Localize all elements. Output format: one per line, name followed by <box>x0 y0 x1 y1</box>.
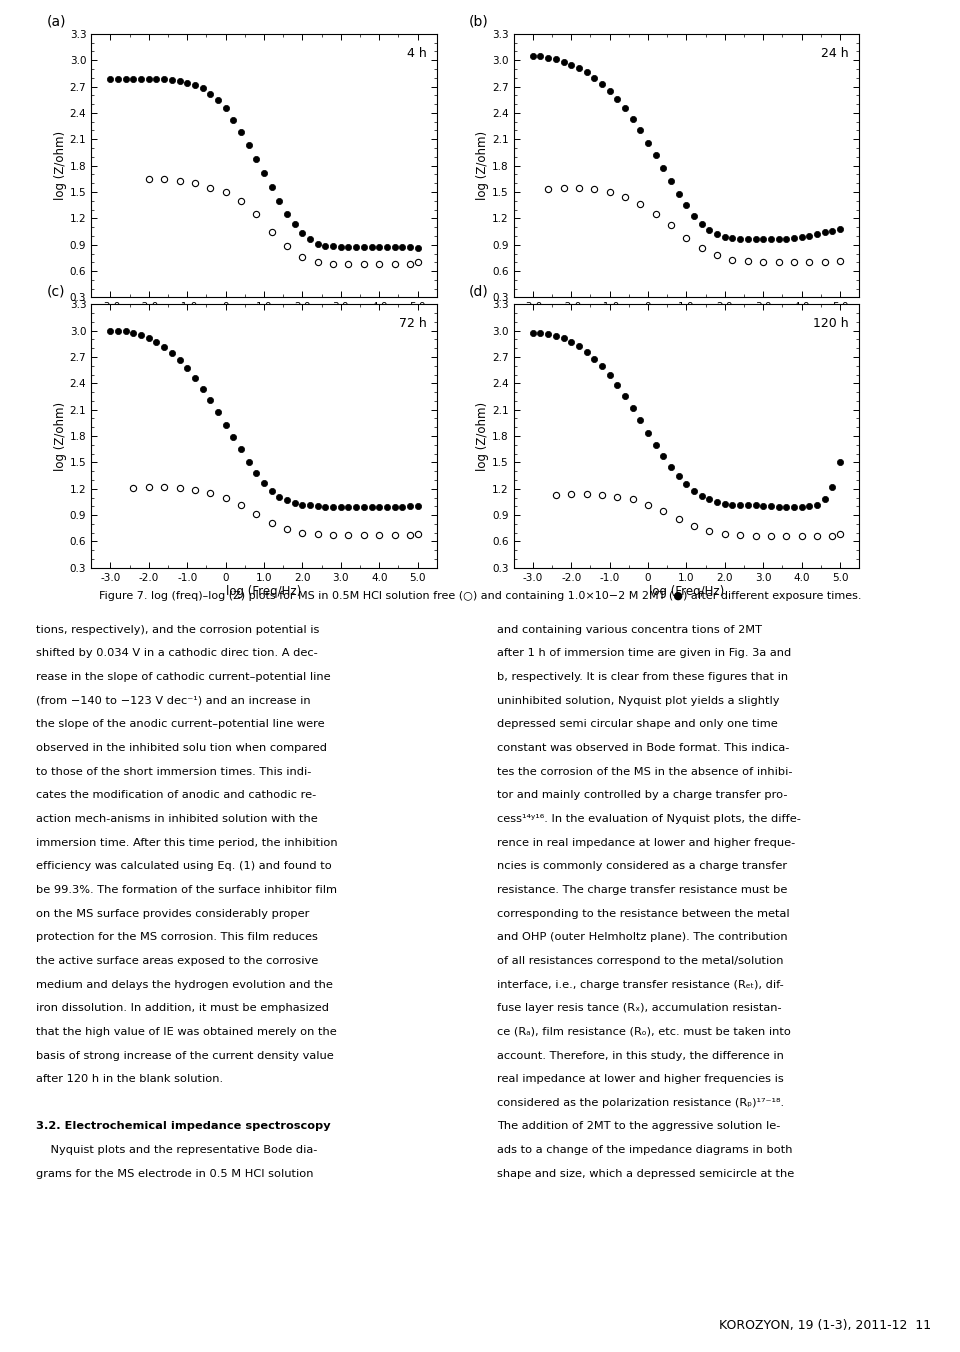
Text: and containing various concentra tions of 2MT: and containing various concentra tions o… <box>497 625 762 634</box>
X-axis label: log (Freq/Hz): log (Freq/Hz) <box>227 315 301 329</box>
Text: shifted by 0.034 V in a cathodic direc tion. A dec-: shifted by 0.034 V in a cathodic direc t… <box>36 648 318 658</box>
Text: interface, i.e., charge transfer resistance (Rₑₜ), dif-: interface, i.e., charge transfer resista… <box>497 979 784 990</box>
Text: (from −140 to −123 V dec⁻¹) and an increase in: (from −140 to −123 V dec⁻¹) and an incre… <box>36 695 311 706</box>
Text: b, respectively. It is clear from these figures that in: b, respectively. It is clear from these … <box>497 672 788 681</box>
Text: and OHP (outer Helmholtz plane). The contribution: and OHP (outer Helmholtz plane). The con… <box>497 933 788 942</box>
Text: on the MS surface provides considerably proper: on the MS surface provides considerably … <box>36 909 310 918</box>
Text: shape and size, which a depressed semicircle at the: shape and size, which a depressed semici… <box>497 1168 795 1179</box>
Text: KOROZYON, 19 (1-3), 2011-12  11: KOROZYON, 19 (1-3), 2011-12 11 <box>719 1318 931 1332</box>
Text: after 120 h in the blank solution.: after 120 h in the blank solution. <box>36 1073 224 1084</box>
Text: 120 h: 120 h <box>813 318 849 330</box>
Text: the active surface areas exposed to the corrosive: the active surface areas exposed to the … <box>36 956 319 965</box>
X-axis label: log (Freq/Hz): log (Freq/Hz) <box>227 585 301 599</box>
Y-axis label: log (Z/ohm): log (Z/ohm) <box>54 131 67 200</box>
Text: Figure 7. log (freq)–log (Z) plots for MS in 0.5M HCl solution free (○) and cont: Figure 7. log (freq)–log (Z) plots for M… <box>99 591 861 600</box>
Text: considered as the polarization resistance (Rₚ)¹⁷⁻¹⁸.: considered as the polarization resistanc… <box>497 1098 784 1107</box>
Text: resistance. The charge transfer resistance must be: resistance. The charge transfer resistan… <box>497 884 787 895</box>
Text: 72 h: 72 h <box>398 318 426 330</box>
Text: iron dissolution. In addition, it must be emphasized: iron dissolution. In addition, it must b… <box>36 1003 329 1013</box>
Text: basis of strong increase of the current density value: basis of strong increase of the current … <box>36 1051 334 1060</box>
Text: depressed semi circular shape and only one time: depressed semi circular shape and only o… <box>497 719 778 729</box>
Text: immersion time. After this time period, the inhibition: immersion time. After this time period, … <box>36 837 338 848</box>
Text: rence in real impedance at lower and higher freque-: rence in real impedance at lower and hig… <box>497 837 796 848</box>
Text: ads to a change of the impedance diagrams in both: ads to a change of the impedance diagram… <box>497 1145 793 1155</box>
Text: 24 h: 24 h <box>821 47 849 59</box>
Text: 4 h: 4 h <box>407 47 426 59</box>
Text: cess¹⁴ʸ¹⁶. In the evaluation of Nyquist plots, the diffe-: cess¹⁴ʸ¹⁶. In the evaluation of Nyquist … <box>497 814 802 823</box>
Text: medium and delays the hydrogen evolution and the: medium and delays the hydrogen evolution… <box>36 979 333 990</box>
Text: tes the corrosion of the MS in the absence of inhibi-: tes the corrosion of the MS in the absen… <box>497 767 793 776</box>
Text: tions, respectively), and the corrosion potential is: tions, respectively), and the corrosion … <box>36 625 320 634</box>
Text: (d): (d) <box>468 285 489 299</box>
Text: fuse layer resis tance (Rₓ), accumulation resistan-: fuse layer resis tance (Rₓ), accumulatio… <box>497 1003 781 1013</box>
Text: observed in the inhibited solu tion when compared: observed in the inhibited solu tion when… <box>36 744 327 753</box>
Text: (a): (a) <box>46 15 66 28</box>
Text: after 1 h of immersion time are given in Fig. 3a and: after 1 h of immersion time are given in… <box>497 648 792 658</box>
Text: Nyquist plots and the representative Bode dia-: Nyquist plots and the representative Bod… <box>36 1145 318 1155</box>
Text: to those of the short immersion times. This indi-: to those of the short immersion times. T… <box>36 767 312 776</box>
Text: real impedance at lower and higher frequencies is: real impedance at lower and higher frequ… <box>497 1073 784 1084</box>
Text: the slope of the anodic current–potential line were: the slope of the anodic current–potentia… <box>36 719 325 729</box>
Y-axis label: log (Z/ohm): log (Z/ohm) <box>54 402 67 470</box>
Text: that the high value of IE was obtained merely on the: that the high value of IE was obtained m… <box>36 1028 337 1037</box>
Text: be 99.3%. The formation of the surface inhibitor film: be 99.3%. The formation of the surface i… <box>36 884 338 895</box>
Text: constant was observed in Bode format. This indica-: constant was observed in Bode format. Th… <box>497 744 790 753</box>
Text: The addition of 2MT to the aggressive solution le-: The addition of 2MT to the aggressive so… <box>497 1122 780 1132</box>
Text: action mech-anisms in inhibited solution with the: action mech-anisms in inhibited solution… <box>36 814 318 823</box>
Text: corresponding to the resistance between the metal: corresponding to the resistance between … <box>497 909 790 918</box>
Text: cates the modification of anodic and cathodic re-: cates the modification of anodic and cat… <box>36 790 317 800</box>
Y-axis label: log (Z/ohm): log (Z/ohm) <box>476 131 490 200</box>
Text: account. Therefore, in this study, the difference in: account. Therefore, in this study, the d… <box>497 1051 784 1060</box>
Text: of all resistances correspond to the metal/solution: of all resistances correspond to the met… <box>497 956 783 965</box>
Text: ce (Rₐ), film resistance (Rₒ), etc. must be taken into: ce (Rₐ), film resistance (Rₒ), etc. must… <box>497 1028 791 1037</box>
Text: (c): (c) <box>46 285 64 299</box>
Y-axis label: log (Z/ohm): log (Z/ohm) <box>476 402 490 470</box>
X-axis label: log (Freq/Hz): log (Freq/Hz) <box>649 585 724 599</box>
Text: (b): (b) <box>468 15 489 28</box>
Text: efficiency was calculated using Eq. (1) and found to: efficiency was calculated using Eq. (1) … <box>36 861 332 871</box>
Text: tor and mainly controlled by a charge transfer pro-: tor and mainly controlled by a charge tr… <box>497 790 788 800</box>
Text: grams for the MS electrode in 0.5 M HCl solution: grams for the MS electrode in 0.5 M HCl … <box>36 1168 314 1179</box>
X-axis label: log (Freq/Hz): log (Freq/Hz) <box>649 315 724 329</box>
Text: uninhibited solution, Nyquist plot yields a slightly: uninhibited solution, Nyquist plot yield… <box>497 695 780 706</box>
Text: rease in the slope of cathodic current–potential line: rease in the slope of cathodic current–p… <box>36 672 331 681</box>
Text: protection for the MS corrosion. This film reduces: protection for the MS corrosion. This fi… <box>36 933 319 942</box>
Text: ncies is commonly considered as a charge transfer: ncies is commonly considered as a charge… <box>497 861 787 871</box>
Text: 3.2. Electrochemical impedance spectroscopy: 3.2. Electrochemical impedance spectrosc… <box>36 1122 331 1132</box>
